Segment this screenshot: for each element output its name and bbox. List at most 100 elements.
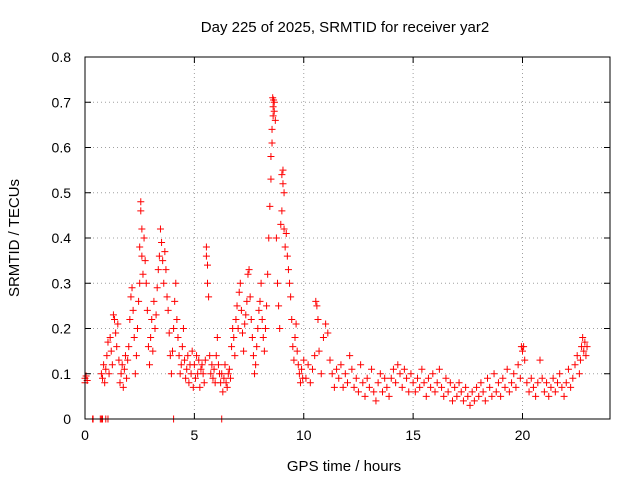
data-point [105,370,113,378]
data-point [200,379,208,387]
data-point [222,379,230,387]
data-point [324,329,332,337]
data-point [407,370,415,378]
data-point [204,261,211,269]
data-point [319,334,327,342]
data-point [398,383,406,391]
data-point [363,374,371,382]
data-point [202,252,210,260]
y-tick-label: 0.8 [52,49,72,65]
data-point [255,306,263,314]
data-point [339,383,347,391]
data-point [486,383,494,391]
data-point [279,180,287,188]
y-axis-title: SRMTID / TECUs [6,179,23,297]
data-point [161,248,169,256]
data-point [267,153,275,161]
data-point [118,361,126,369]
y-tick-label: 0.4 [52,230,72,246]
data-point [154,266,162,274]
data-point [368,365,376,373]
data-point [220,374,228,382]
data-point [411,388,419,396]
data-point [567,383,575,391]
data-point [330,383,338,391]
data-point [210,365,218,373]
data-point [381,374,389,382]
data-point [254,325,262,332]
data-point [144,343,152,351]
data-point [497,392,505,400]
data-point [520,343,528,351]
data-point [280,189,288,197]
data-point [278,207,286,215]
data-point [179,325,187,332]
data-point [165,329,173,337]
data-point [127,293,135,301]
data-point [281,243,289,251]
data-point [243,297,251,305]
data-point [579,334,587,342]
data-point [422,392,430,400]
data-point [134,325,141,332]
data-point [128,284,136,292]
data-point [475,392,483,400]
data-point [341,370,349,378]
data-point [569,374,577,382]
data-point [147,334,155,342]
data-point [451,383,459,391]
data-point [317,370,325,378]
data-point [272,234,280,242]
data-point [464,392,472,400]
data-point [543,379,551,387]
data-point [119,383,127,391]
data-point [249,352,257,360]
data-point [298,365,306,373]
data-point [284,266,292,274]
data-point [256,297,264,305]
grid [85,57,610,419]
data-point [277,220,285,228]
data-point [379,388,386,396]
data-point [322,320,330,328]
data-point [424,374,432,382]
data-point [104,338,112,346]
data-point [523,379,531,387]
data-point [184,352,192,360]
data-point [223,383,231,391]
data-point [232,315,240,323]
data-point [236,279,244,287]
data-point [433,379,441,387]
data-point [107,347,115,355]
data-point [328,370,336,378]
data-point [221,361,229,369]
data-point [536,356,544,364]
data-point [111,315,119,323]
data-point [100,361,108,369]
data-point [376,370,384,378]
data-point [230,334,238,342]
y-tick-label: 0.6 [52,140,72,156]
data-point [427,383,435,391]
data-point [519,347,526,355]
data-point [177,361,185,369]
data-point [263,302,271,310]
data-point [582,352,590,360]
y-tick-label: 0.1 [52,366,72,382]
data-point [564,365,572,373]
data-point [172,279,180,287]
data-point [302,374,310,382]
data-point [556,370,564,378]
data-point [121,352,129,360]
data-point [481,397,489,405]
data-point [468,388,476,396]
y-tick-label: 0 [63,411,71,427]
data-point [196,383,204,391]
data-point [252,361,260,369]
data-point [153,284,161,292]
data-point [400,365,408,373]
data-point [137,198,145,206]
data-point [248,334,256,342]
